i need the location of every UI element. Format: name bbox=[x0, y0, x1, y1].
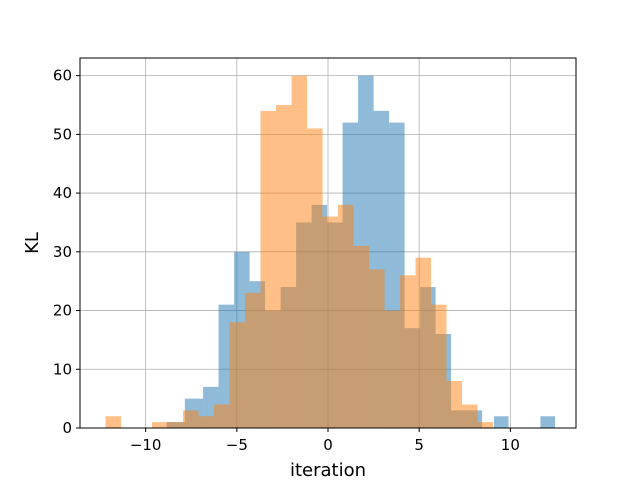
histogram-bar-series-2 bbox=[198, 416, 215, 428]
y-tick-label: 20 bbox=[53, 302, 72, 320]
histogram-bar-series-2 bbox=[384, 310, 401, 428]
x-tick-label: −10 bbox=[130, 436, 162, 454]
histogram-bar-series-2 bbox=[276, 104, 292, 428]
x-tick-label: 5 bbox=[414, 436, 424, 454]
x-tick-label: 10 bbox=[501, 436, 520, 454]
histogram-bar-series-2 bbox=[291, 75, 308, 428]
y-tick-label: 10 bbox=[53, 360, 72, 378]
y-tick-label: 40 bbox=[53, 184, 72, 202]
histogram-bar-series-2 bbox=[229, 322, 246, 428]
x-tick-label: −5 bbox=[226, 436, 248, 454]
y-tick-label: 0 bbox=[62, 419, 72, 437]
histogram-bar-series-1 bbox=[540, 416, 556, 428]
histogram-bar-series-2 bbox=[415, 257, 432, 428]
histogram-bar-series-1 bbox=[493, 416, 509, 428]
histogram-bar-series-2 bbox=[322, 216, 339, 428]
histogram-bar-series-2 bbox=[260, 110, 277, 428]
histogram-bar-series-2 bbox=[446, 381, 463, 428]
x-axis-label: iteration bbox=[290, 460, 366, 480]
histogram-bar-series-2 bbox=[338, 204, 354, 428]
axis-ticks: −10 −5 0 5 10 0 10 20 30 40 50 60 bbox=[53, 67, 520, 454]
histogram-bar-series-2 bbox=[307, 128, 323, 428]
histogram-bar-series-2 bbox=[214, 404, 230, 428]
histogram-bar-series-2 bbox=[462, 404, 478, 428]
histogram-bar-series-2 bbox=[167, 422, 184, 428]
histogram-bars bbox=[105, 75, 556, 428]
y-tick-label: 50 bbox=[53, 125, 72, 143]
histogram-bar-series-2 bbox=[152, 422, 168, 428]
histogram-bar-series-2 bbox=[245, 292, 261, 428]
histogram-bar-series-2 bbox=[477, 422, 494, 428]
y-tick-label: 60 bbox=[53, 67, 72, 85]
histogram-bar-series-2 bbox=[369, 269, 385, 428]
y-axis-label: KL bbox=[22, 232, 43, 254]
histogram-bar-series-2 bbox=[400, 275, 416, 428]
histogram-bar-series-2 bbox=[431, 304, 447, 428]
y-tick-label: 30 bbox=[53, 243, 72, 261]
histogram-bar-series-2 bbox=[183, 410, 199, 428]
histogram-bar-series-2 bbox=[105, 416, 122, 428]
histogram-bar-series-2 bbox=[353, 245, 370, 428]
x-tick-label: 0 bbox=[323, 436, 333, 454]
